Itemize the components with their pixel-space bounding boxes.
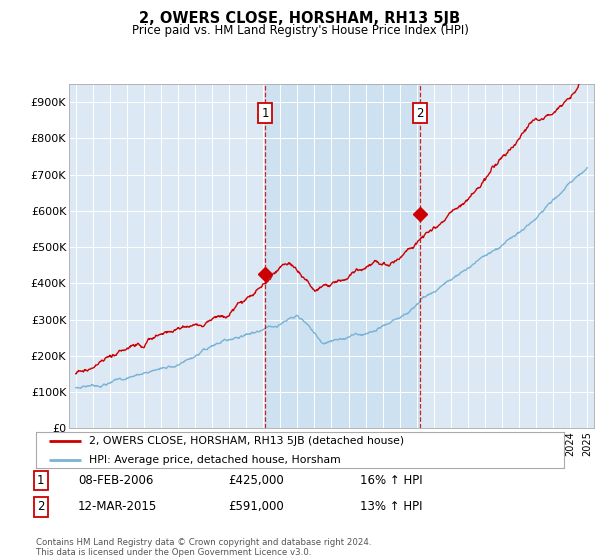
Text: 1: 1: [261, 106, 269, 119]
Text: 2: 2: [37, 500, 44, 514]
Text: 2: 2: [416, 106, 424, 119]
Text: HPI: Average price, detached house, Horsham: HPI: Average price, detached house, Hors…: [89, 455, 341, 465]
Text: £425,000: £425,000: [228, 474, 284, 487]
Text: 13% ↑ HPI: 13% ↑ HPI: [360, 500, 422, 514]
Text: 16% ↑ HPI: 16% ↑ HPI: [360, 474, 422, 487]
Bar: [265, 84, 420, 428]
Text: 1: 1: [37, 474, 44, 487]
Text: 2, OWERS CLOSE, HORSHAM, RH13 5JB: 2, OWERS CLOSE, HORSHAM, RH13 5JB: [139, 11, 461, 26]
Text: Contains HM Land Registry data © Crown copyright and database right 2024.
This d: Contains HM Land Registry data © Crown c…: [36, 538, 371, 557]
Text: Price paid vs. HM Land Registry's House Price Index (HPI): Price paid vs. HM Land Registry's House …: [131, 24, 469, 36]
Text: 12-MAR-2015: 12-MAR-2015: [78, 500, 157, 514]
Text: 08-FEB-2006: 08-FEB-2006: [78, 474, 154, 487]
Text: £591,000: £591,000: [228, 500, 284, 514]
Text: 2, OWERS CLOSE, HORSHAM, RH13 5JB (detached house): 2, OWERS CLOSE, HORSHAM, RH13 5JB (detac…: [89, 436, 404, 446]
